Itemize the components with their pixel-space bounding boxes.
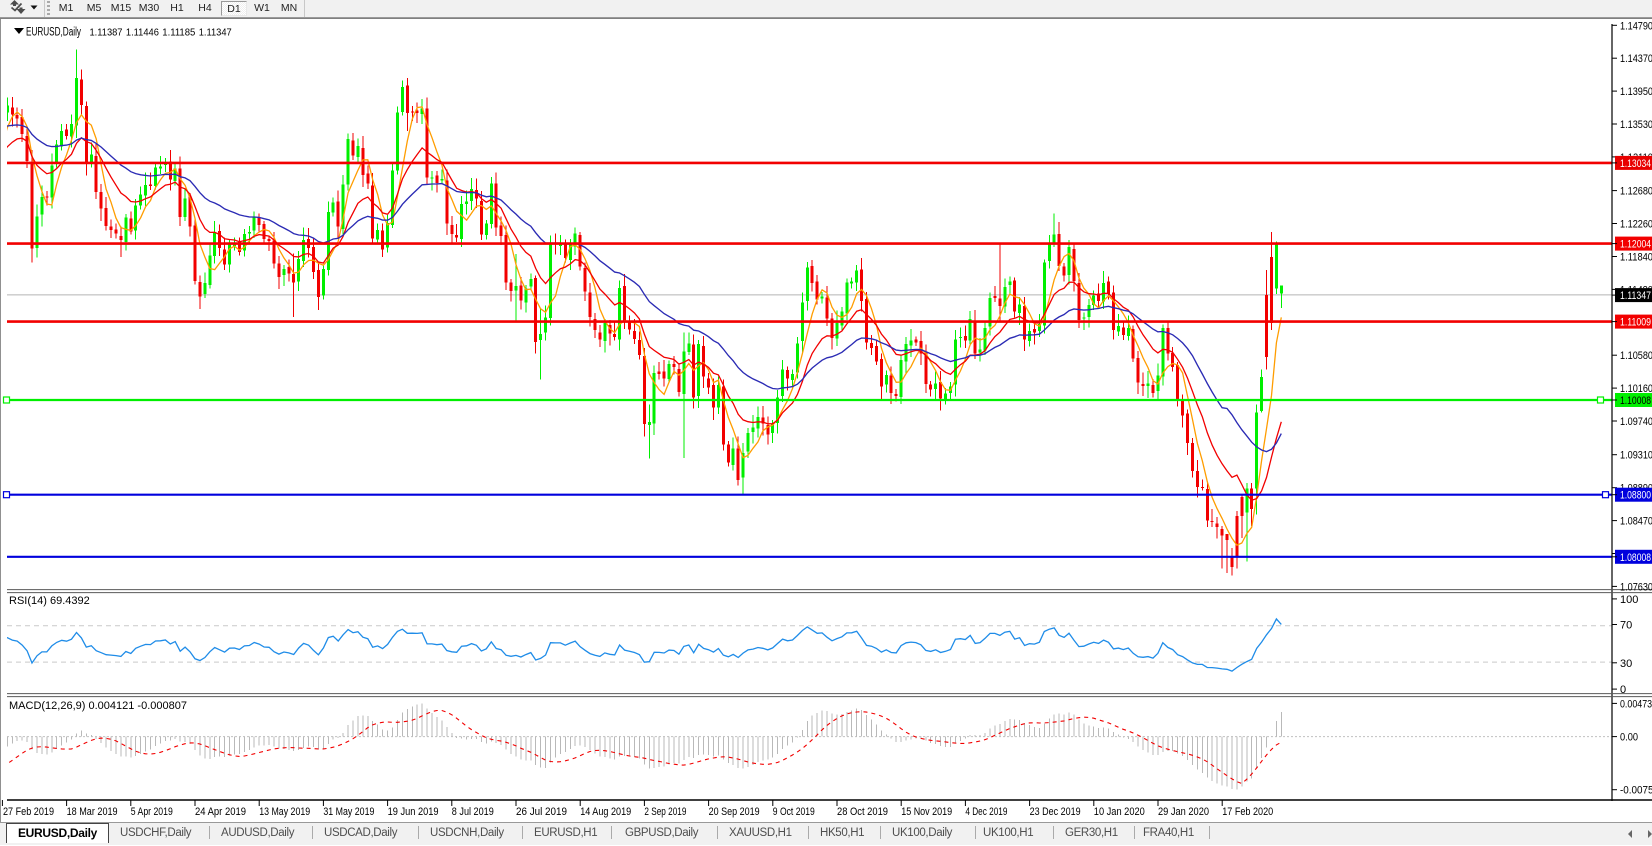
svg-text:1.08470: 1.08470 xyxy=(1620,516,1652,528)
svg-text:RSI(14) 69.4392: RSI(14) 69.4392 xyxy=(9,595,90,607)
svg-text:19 Jun 2019: 19 Jun 2019 xyxy=(388,806,439,818)
svg-text:27 Feb 2019: 27 Feb 2019 xyxy=(3,806,54,818)
svg-text:15 Nov 2019: 15 Nov 2019 xyxy=(901,806,952,818)
svg-text:100: 100 xyxy=(1620,594,1638,606)
svg-text:1.10160: 1.10160 xyxy=(1620,383,1652,395)
svg-text:1.10008: 1.10008 xyxy=(1620,395,1651,407)
svg-text:1.07630: 1.07630 xyxy=(1620,581,1652,593)
svg-text:17 Feb 2020: 17 Feb 2020 xyxy=(1222,806,1273,818)
svg-text:1.09310: 1.09310 xyxy=(1620,450,1652,462)
svg-text:1.14790: 1.14790 xyxy=(1620,20,1652,32)
svg-text:1.13034: 1.13034 xyxy=(1620,158,1651,170)
svg-text:1.11387: 1.11387 xyxy=(90,27,123,39)
svg-text:1.12004: 1.12004 xyxy=(1620,239,1651,251)
svg-text:1.10580: 1.10580 xyxy=(1620,350,1652,362)
svg-text:1.08800: 1.08800 xyxy=(1620,490,1651,502)
svg-text:18 Mar 2019: 18 Mar 2019 xyxy=(67,806,118,818)
svg-text:1.13950: 1.13950 xyxy=(1620,86,1652,98)
svg-text:28 Oct 2019: 28 Oct 2019 xyxy=(837,806,888,818)
svg-text:30: 30 xyxy=(1620,658,1632,670)
svg-text:29 Jan 2020: 29 Jan 2020 xyxy=(1158,806,1209,818)
svg-text:0: 0 xyxy=(1620,684,1626,696)
svg-text:23 Dec 2019: 23 Dec 2019 xyxy=(1030,806,1081,818)
svg-text:9 Oct 2019: 9 Oct 2019 xyxy=(773,806,815,818)
svg-text:14 Aug 2019: 14 Aug 2019 xyxy=(580,806,631,818)
svg-text:8 Jul 2019: 8 Jul 2019 xyxy=(452,806,494,818)
svg-text:1.11840: 1.11840 xyxy=(1620,252,1652,264)
svg-text:31 May 2019: 31 May 2019 xyxy=(323,806,374,818)
svg-text:10 Jan 2020: 10 Jan 2020 xyxy=(1094,806,1145,818)
svg-text:-0.00758: -0.00758 xyxy=(1620,785,1652,797)
svg-text:1.11347: 1.11347 xyxy=(1620,290,1651,302)
svg-text:70: 70 xyxy=(1620,620,1632,632)
svg-text:4 Dec 2019: 4 Dec 2019 xyxy=(965,806,1007,818)
svg-text:0.004738: 0.004738 xyxy=(1620,698,1652,710)
svg-text:0.00: 0.00 xyxy=(1620,732,1638,744)
svg-text:1.12260: 1.12260 xyxy=(1620,219,1652,231)
svg-text:1.11446: 1.11446 xyxy=(126,27,159,39)
svg-text:EURUSD,Daily: EURUSD,Daily xyxy=(26,27,81,39)
svg-text:2 Sep 2019: 2 Sep 2019 xyxy=(644,806,686,818)
svg-text:5 Apr 2019: 5 Apr 2019 xyxy=(131,806,173,818)
svg-text:MACD(12,26,9) 0.004121 -0.0008: MACD(12,26,9) 0.004121 -0.000807 xyxy=(9,700,187,712)
svg-text:1.09740: 1.09740 xyxy=(1620,416,1652,428)
svg-text:1.14370: 1.14370 xyxy=(1620,53,1652,65)
svg-text:1.11347: 1.11347 xyxy=(199,27,232,39)
svg-text:1.13530: 1.13530 xyxy=(1620,119,1652,131)
svg-text:24 Apr 2019: 24 Apr 2019 xyxy=(195,806,246,818)
svg-text:13 May 2019: 13 May 2019 xyxy=(259,806,310,818)
svg-text:26 Jul 2019: 26 Jul 2019 xyxy=(516,806,567,818)
svg-text:1.11009: 1.11009 xyxy=(1620,317,1651,329)
svg-text:1.11185: 1.11185 xyxy=(162,27,195,39)
svg-text:20 Sep 2019: 20 Sep 2019 xyxy=(709,806,760,818)
svg-text:1.08008: 1.08008 xyxy=(1620,552,1651,564)
svg-text:1.12680: 1.12680 xyxy=(1620,186,1652,198)
